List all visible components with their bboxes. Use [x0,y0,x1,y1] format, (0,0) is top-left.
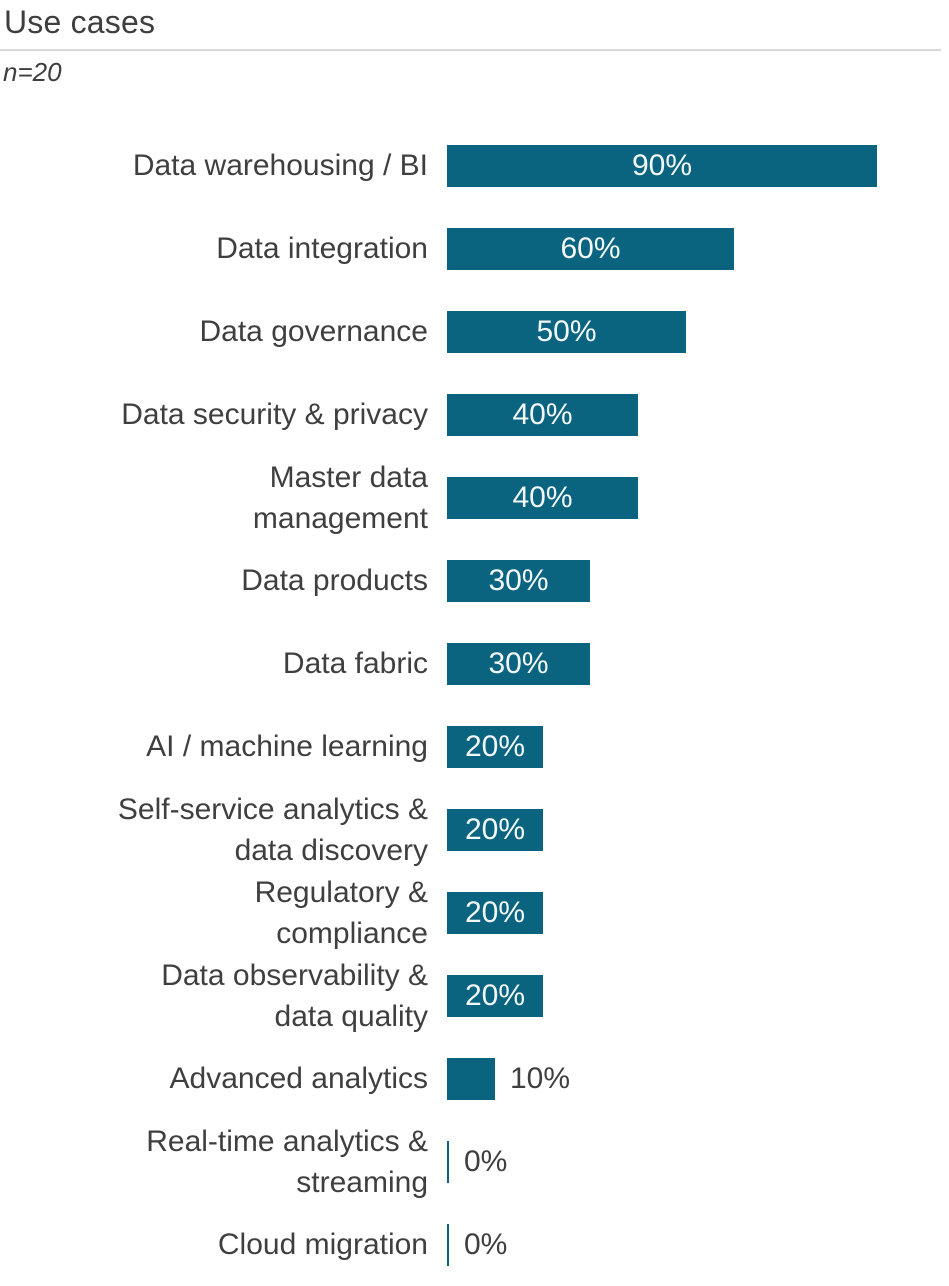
bar-zone: 0% [447,1203,949,1286]
chart-row: Advanced analytics 10% [0,1037,949,1120]
bar-zone: 20% [447,954,949,1037]
value-label: 20% [464,895,526,929]
bar: 20% [447,808,543,851]
bar-zone: 40% [447,456,949,539]
bar: 40% [447,476,638,519]
bar-zone: 20% [447,705,949,788]
category-label: Data products [241,564,428,597]
value-label: 20% [464,729,526,763]
category-label: Data fabric [282,647,428,680]
bar: 60% [447,227,734,270]
category-label: Self-service analytics & data discovery [117,792,428,867]
bar-zone: 10% [447,1037,949,1120]
category-label: Data governance [199,315,429,348]
value-label: 90% [631,148,693,182]
bar: 20% [447,974,543,1017]
bar-zone: 40% [447,373,949,456]
bar: 20% [447,725,543,768]
chart-row: Data observability & data quality 20% [0,954,949,1037]
value-label: 40% [512,480,573,514]
chart-row: Data products 30% [0,539,949,622]
zero-tick [447,1223,449,1266]
bar-zone: 30% [447,539,949,622]
category-label: AI / machine learning [146,730,428,763]
value-label: 0% [464,1144,508,1178]
bar: 50% [447,310,686,353]
chart-row: Regulatory & compliance 20% [0,871,949,954]
value-label: 60% [560,231,621,265]
chart-row: Master data management 40% [0,456,949,539]
category-label: Data warehousing / BI [132,149,428,182]
bar: 40% [447,393,638,436]
bar-zone: 50% [447,290,949,373]
bar-chart: Data warehousing / BI 90% Data integration… [0,124,949,1286]
category-label: Cloud migration [217,1228,428,1261]
bar: 90% [447,144,877,187]
bar-zone: 90% [447,124,949,207]
bar: 30% [447,642,590,685]
chart-row: Data fabric 30% [0,622,949,705]
chart-row: Self-service analytics & data discovery 2… [0,788,949,871]
bar-zone: 60% [447,207,949,290]
value-label: 30% [488,563,549,597]
bar: 30% [447,559,590,602]
value-label: 20% [464,978,526,1012]
bar-zone: 0% [447,1120,949,1203]
chart-row: Data warehousing / BI 90% [0,124,949,207]
bar: 20% [447,891,543,934]
value-label: 20% [464,812,526,846]
bar [447,1057,495,1100]
zero-tick [447,1140,449,1183]
value-label: 10% [510,1061,571,1095]
category-label: Data security & privacy [121,398,428,431]
category-label: Regulatory & compliance [254,875,428,950]
category-label: Advanced analytics [169,1062,429,1095]
sample-size-label: n=20 [3,57,62,87]
title-divider [0,49,941,51]
chart-row: Data security & privacy 40% [0,373,949,456]
bar-zone: 30% [447,622,949,705]
chart-row: AI / machine learning 20% [0,705,949,788]
category-label: Master data management [252,460,428,535]
category-label: Real-time analytics & streaming [146,1124,428,1199]
page-title: Use cases [4,4,156,40]
bar-zone: 20% [447,788,949,871]
chart-row: Data integration 60% [0,207,949,290]
chart-row: Real-time analytics & streaming 0% [0,1120,949,1203]
value-label: 0% [464,1227,508,1261]
chart-row: Cloud migration 0% [0,1203,949,1286]
value-label: 50% [536,314,597,348]
bar-zone: 20% [447,871,949,954]
value-label: 30% [488,646,549,680]
category-label: Data observability & data quality [161,958,428,1033]
value-label: 40% [512,397,573,431]
chart-row: Data governance 50% [0,290,949,373]
category-label: Data integration [216,232,428,265]
